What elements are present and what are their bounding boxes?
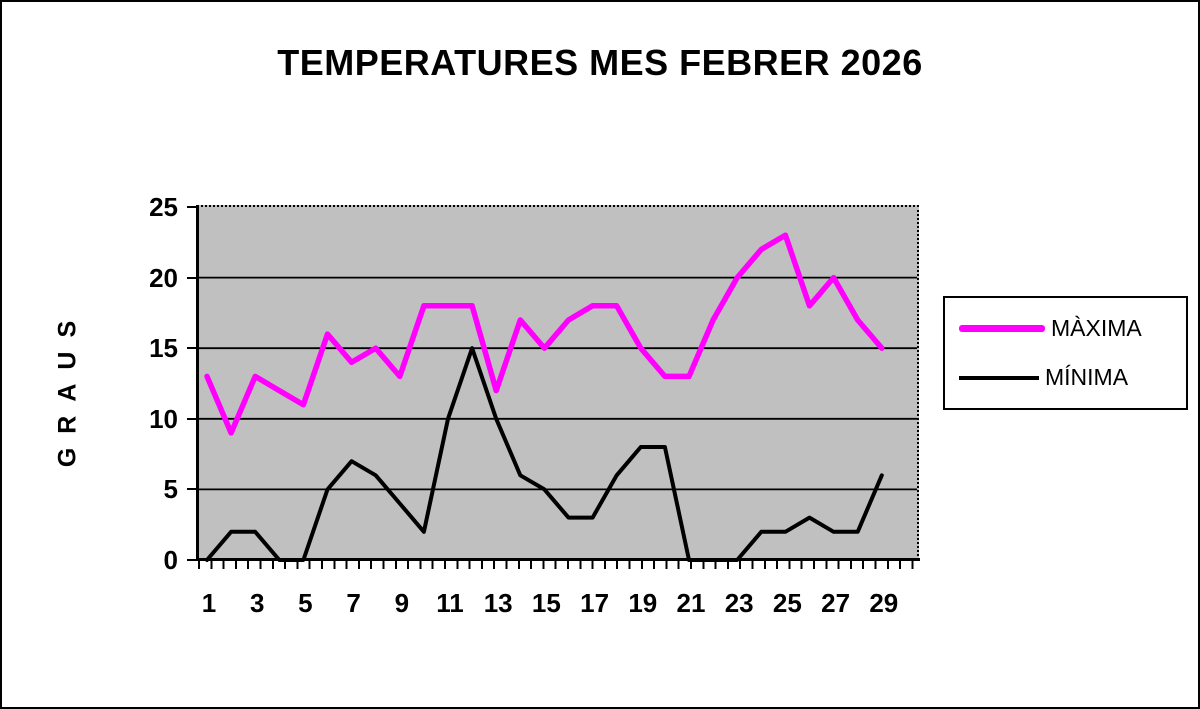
x-tick-label-13: 13 <box>483 588 513 618</box>
y-axis-line <box>196 205 199 560</box>
y-tick-label-10: 10 <box>149 403 178 434</box>
x-tick-label-25: 25 <box>772 588 802 618</box>
chart-canvas <box>197 232 917 562</box>
x-tick-label-1: 1 <box>201 588 217 618</box>
maxima-line <box>204 232 885 436</box>
minima-line <box>205 346 884 562</box>
x-tick-label-23: 23 <box>724 588 754 618</box>
y-tick-label-25: 25 <box>149 192 178 222</box>
x-tick-label-27: 27 <box>821 588 851 618</box>
y-tick-label-15: 15 <box>149 333 178 364</box>
x-axis-line <box>196 558 920 561</box>
y-axis-title: GRAUS <box>53 306 82 468</box>
legend-swatch-minima-line <box>959 375 1039 380</box>
legend-swatch-maxima-line <box>959 325 1045 332</box>
y-axis-tick <box>187 347 198 350</box>
legend-label-maxima: MÀXIMA <box>1051 315 1142 341</box>
y-tick-label-20: 20 <box>149 262 178 293</box>
x-tick-label-3: 3 <box>249 588 265 618</box>
y-axis-tick <box>187 206 198 208</box>
plot-area <box>197 205 919 562</box>
chart-title: TEMPERATURES MES FEBRER 2026 <box>277 42 923 83</box>
y-tick-label-5: 5 <box>163 474 178 505</box>
x-tick-label-29: 29 <box>869 588 899 618</box>
x-tick-label-9: 9 <box>394 588 410 618</box>
y-tick-label-0: 0 <box>163 545 178 575</box>
legend-item-maxima: MÀXIMA <box>959 315 1180 342</box>
x-tick-label-11: 11 <box>436 588 464 618</box>
y-axis-tick <box>187 417 198 420</box>
legend-label-minima: MÍNIMA <box>1045 364 1129 390</box>
x-tick-label-5: 5 <box>298 588 313 618</box>
x-tick-label-7: 7 <box>346 588 361 618</box>
x-axis-ticks <box>198 561 919 569</box>
x-tick-label-21: 21 <box>676 588 706 618</box>
x-tick-label-19: 19 <box>628 588 658 618</box>
x-tick-label-17: 17 <box>580 588 610 618</box>
y-axis-tick <box>187 559 198 561</box>
y-axis-tick <box>187 276 198 279</box>
y-axis-tick <box>187 488 198 491</box>
legend-box: MÀXIMA MÍNIMA <box>943 296 1188 410</box>
legend-item-minima: MÍNIMA <box>959 364 1180 391</box>
x-tick-label-15: 15 <box>531 588 561 618</box>
